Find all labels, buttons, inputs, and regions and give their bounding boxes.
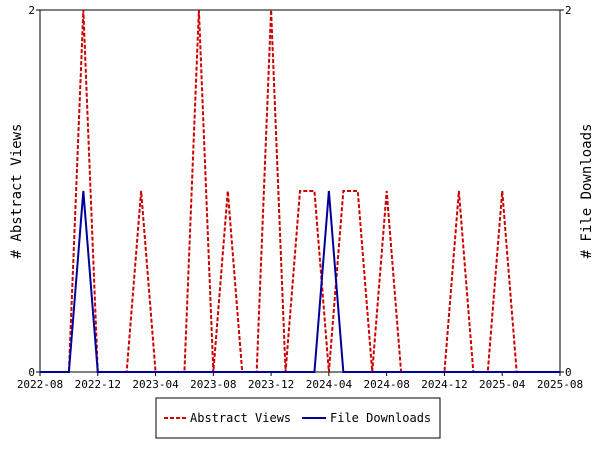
legend-label-file-downloads: File Downloads bbox=[330, 411, 431, 425]
legend-box bbox=[155, 397, 441, 439]
legend-label-abstract-views: Abstract Views bbox=[190, 411, 291, 425]
y-right-tick-label-0: 0 bbox=[565, 366, 572, 379]
x-tick-label-5: 2024-04 bbox=[306, 378, 353, 391]
x-tick-label-4: 2023-12 bbox=[248, 378, 294, 391]
y-left-axis-title: # Abstract Views bbox=[9, 124, 25, 259]
x-tick-label-2: 2023-04 bbox=[132, 378, 179, 391]
x-tick-label-0: 2022-08 bbox=[17, 378, 63, 391]
x-tick-label-7: 2024-12 bbox=[421, 378, 467, 391]
x-tick-label-1: 2022-12 bbox=[75, 378, 121, 391]
y-right-tick-label-1: 2 bbox=[565, 4, 572, 17]
x-tick-label-3: 2023-08 bbox=[190, 378, 236, 391]
series-line-file-downloads bbox=[40, 190, 560, 373]
y-axis-ticks: 0 2 0 2 bbox=[28, 4, 571, 379]
series-layer bbox=[40, 9, 560, 373]
y-left-tick-label-1: 2 bbox=[28, 4, 35, 17]
x-axis-ticks: 2022-08 2022-12 2023-04 2023-08 2023-12 2024-… bbox=[17, 372, 583, 391]
x-tick-label-9: 2025-08 bbox=[537, 378, 583, 391]
legend: Abstract Views File Downloads bbox=[155, 397, 441, 439]
x-tick-label-6: 2024-08 bbox=[363, 378, 409, 391]
x-tick-label-8: 2025-04 bbox=[479, 378, 526, 391]
y-left-tick-label-0: 0 bbox=[28, 366, 35, 379]
y-right-axis-title: # File Downloads bbox=[579, 124, 595, 259]
series-line-abstract-views bbox=[40, 9, 560, 373]
